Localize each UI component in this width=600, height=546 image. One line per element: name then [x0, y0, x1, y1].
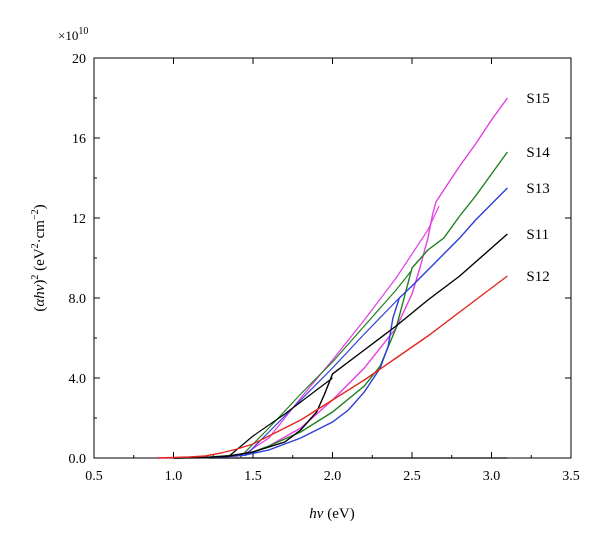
y-title-part: 2 — [30, 275, 41, 280]
series-label-s15: S15 — [526, 91, 549, 107]
series-branch-s15 — [239, 205, 440, 458]
y-tick-label: 0.0 — [69, 452, 87, 467]
series-label-s14: S14 — [526, 145, 550, 161]
series-labels: S15 S14 S13 S11 S12 — [526, 91, 550, 285]
series-branch-s14 — [239, 269, 413, 458]
y-title-part: ( — [32, 307, 48, 312]
y-axis-title: (αhν)2 (eV2·cm−2) — [30, 204, 48, 311]
y-multiplier: ×1010 — [58, 26, 88, 43]
series-label-s12: S12 — [526, 269, 549, 285]
y-tick-label: 20 — [72, 52, 86, 67]
y-title-part: ·cm — [32, 220, 48, 244]
series-line-s14 — [173, 151, 508, 459]
y-title-part: ) — [32, 204, 48, 209]
x-axis-title: hν (eV) — [309, 506, 354, 522]
y-title-part: αhν — [32, 284, 48, 306]
x-tick-label: 2.5 — [403, 469, 421, 484]
series-line-s11 — [173, 233, 508, 459]
series-label-s13: S13 — [526, 181, 549, 197]
series-branch-s11 — [228, 377, 333, 457]
series-line-s12 — [157, 275, 508, 459]
series-line-s13 — [173, 187, 508, 459]
series-layer — [157, 97, 508, 459]
series-branch-s13 — [244, 297, 400, 457]
y-title-part: −2 — [30, 209, 41, 220]
x-axis-ticks: 0.5 1.0 1.5 2.0 2.5 3.0 3.5 — [85, 58, 580, 484]
y-tick-label: 4.0 — [69, 372, 87, 387]
y-tick-label: 16 — [72, 132, 86, 147]
x-tick-label: 0.5 — [85, 469, 103, 484]
x-tick-label: 2.0 — [324, 469, 342, 484]
y-title-part: 2 — [30, 243, 41, 248]
plot-frame — [93, 57, 572, 459]
series-line-s15 — [157, 97, 508, 459]
x-tick-label: 3.5 — [562, 469, 580, 484]
y-tick-label: 8.0 — [69, 292, 87, 307]
series-label-s11: S11 — [526, 227, 549, 243]
y-axis-ticks: 0.0 4.0 8.0 12 16 20 — [69, 52, 571, 467]
y-tick-label: 12 — [72, 212, 86, 227]
y-title-part: ) — [32, 280, 48, 285]
x-tick-label: 3.0 — [483, 469, 501, 484]
y-title-part: (eV — [32, 248, 48, 274]
x-tick-label: 1.5 — [244, 469, 262, 484]
x-tick-label: 1.0 — [165, 469, 183, 484]
